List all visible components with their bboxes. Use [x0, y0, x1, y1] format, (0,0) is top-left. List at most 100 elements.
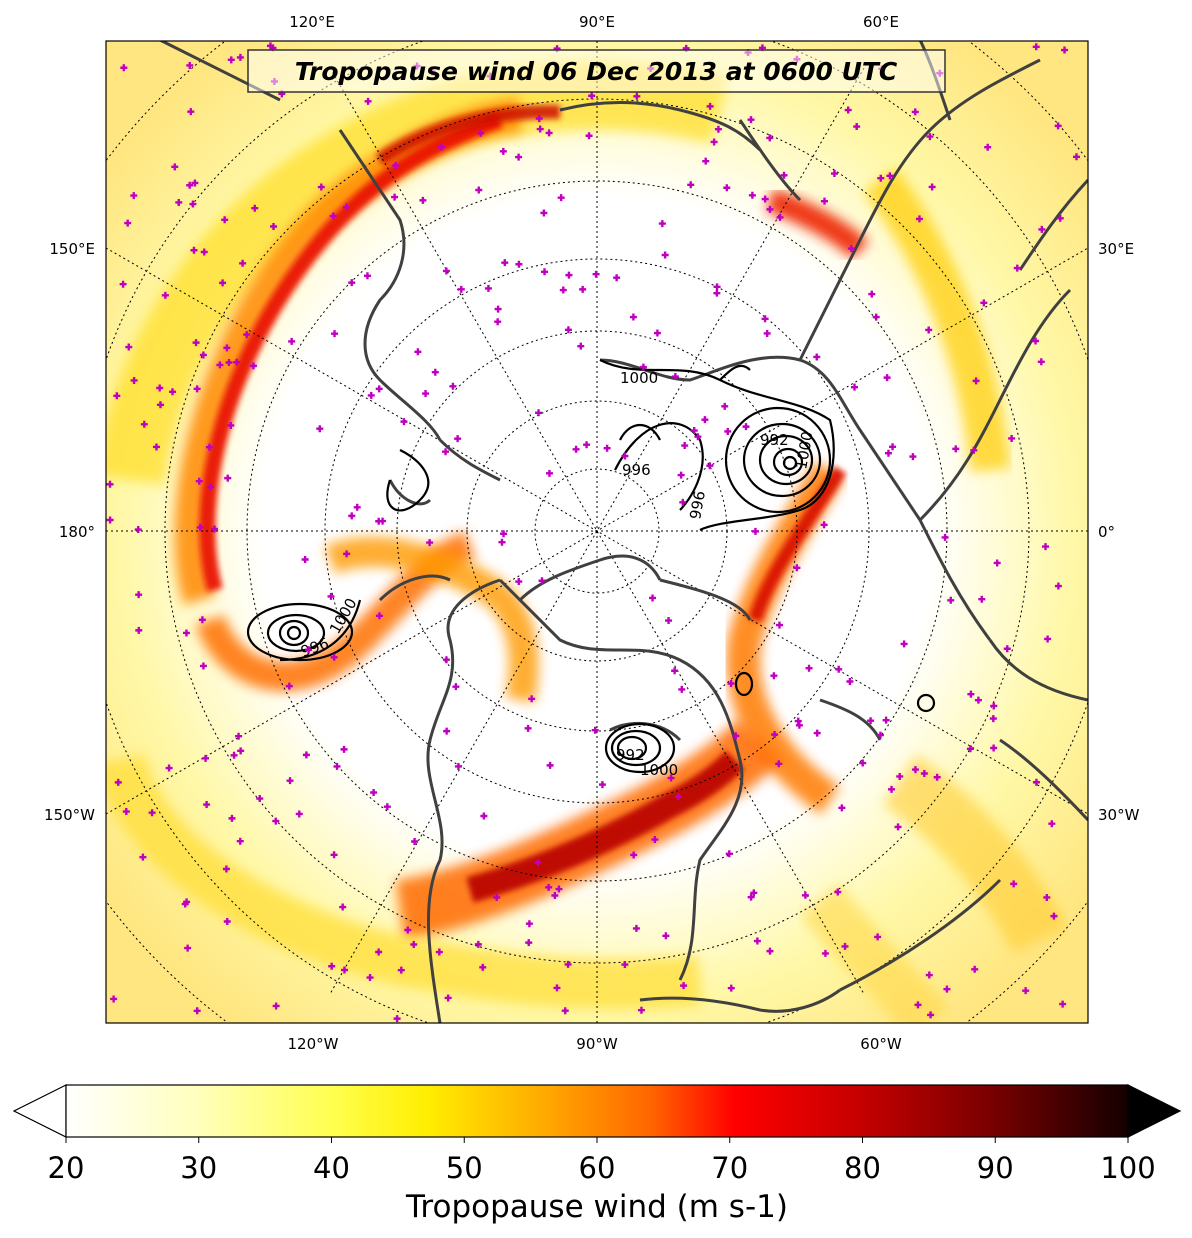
- station-marker: [844, 106, 852, 114]
- station-marker: [422, 390, 430, 398]
- station-marker: [723, 184, 731, 192]
- station-marker: [706, 102, 714, 110]
- station-marker: [661, 251, 669, 259]
- station-marker: [980, 299, 988, 307]
- station-marker: [330, 653, 338, 661]
- contour-label: 992: [616, 746, 645, 764]
- station-marker: [171, 163, 179, 171]
- colorbar-tick-label: 50: [446, 1151, 483, 1185]
- station-marker: [528, 695, 536, 703]
- station-marker: [846, 678, 854, 686]
- station-marker: [706, 462, 714, 470]
- station-marker: [941, 533, 949, 541]
- station-marker: [442, 448, 450, 456]
- station-marker: [763, 329, 771, 337]
- station-marker: [1073, 153, 1080, 161]
- station-marker: [971, 965, 979, 973]
- station-marker: [927, 1011, 935, 1019]
- station-marker: [210, 525, 218, 533]
- station-marker: [853, 123, 861, 131]
- lon-label-top: 120°E: [289, 13, 335, 31]
- station-marker: [175, 198, 183, 206]
- station-marker: [753, 937, 761, 945]
- station-marker: [484, 284, 492, 292]
- station-marker: [639, 363, 647, 371]
- station-marker: [884, 449, 892, 457]
- station-marker: [474, 940, 482, 948]
- station-marker: [222, 865, 230, 873]
- station-marker: [993, 559, 1001, 567]
- station-marker: [649, 594, 657, 602]
- contour-label: 1000: [640, 761, 678, 779]
- station-marker: [1044, 635, 1052, 643]
- station-marker: [393, 1015, 401, 1023]
- station-marker: [1022, 987, 1030, 995]
- station-marker: [457, 285, 465, 293]
- station-marker: [1056, 214, 1064, 222]
- station-marker: [364, 97, 372, 105]
- station-marker: [588, 92, 596, 100]
- station-marker: [475, 186, 483, 194]
- station-marker: [190, 246, 198, 254]
- station-marker: [583, 441, 591, 449]
- lon-label-right: 30°E: [1098, 240, 1134, 258]
- station-marker: [353, 503, 361, 511]
- station-marker: [189, 200, 197, 208]
- station-marker: [515, 578, 523, 586]
- station-marker: [494, 318, 502, 326]
- station-marker: [419, 196, 427, 204]
- station-marker: [680, 982, 688, 990]
- colorbar-tick-label: 20: [48, 1151, 85, 1185]
- station-marker: [327, 592, 335, 600]
- station-marker: [348, 279, 356, 287]
- title-box: Tropopause wind 06 Dec 2013 at 0600 UTC: [247, 49, 946, 93]
- station-marker: [727, 680, 735, 688]
- station-marker: [237, 747, 245, 755]
- station-marker: [540, 209, 548, 217]
- station-marker: [499, 147, 507, 155]
- station-marker: [926, 133, 934, 141]
- station-marker: [970, 446, 978, 454]
- station-marker: [480, 812, 488, 820]
- map-frame: [105, 40, 1089, 1024]
- station-marker: [820, 521, 828, 529]
- colorbar-tick-label: 30: [180, 1151, 217, 1185]
- station-marker: [713, 283, 721, 291]
- station-marker: [868, 290, 876, 298]
- station-marker: [725, 850, 733, 858]
- station-marker: [243, 331, 251, 339]
- station-marker: [444, 994, 452, 1002]
- station-marker: [613, 274, 621, 282]
- station-marker: [553, 984, 561, 992]
- lon-label-bottom: 60°W: [860, 1035, 902, 1053]
- station-marker: [375, 948, 383, 956]
- station-marker: [404, 926, 412, 934]
- station-marker: [219, 279, 227, 287]
- station-marker: [1032, 337, 1040, 345]
- station-marker: [766, 134, 774, 142]
- station-marker: [545, 469, 553, 477]
- station-marker: [1008, 434, 1016, 442]
- station-marker: [199, 662, 207, 670]
- station-marker: [770, 672, 778, 680]
- lon-label-right: 0°: [1098, 523, 1115, 541]
- station-marker: [426, 539, 434, 547]
- lon-label-left: 150°W: [44, 806, 95, 824]
- contour-label: 996: [622, 461, 651, 479]
- station-marker: [168, 388, 176, 396]
- station-marker: [541, 268, 549, 276]
- station-marker: [223, 918, 231, 926]
- station-marker: [140, 420, 148, 428]
- station-marker: [565, 271, 573, 279]
- station-marker: [591, 726, 599, 734]
- station-marker: [859, 759, 867, 767]
- station-marker: [186, 61, 194, 69]
- colorbar-tick-label: 40: [313, 1151, 350, 1185]
- station-marker: [410, 940, 418, 948]
- station-marker: [431, 368, 439, 376]
- station-marker: [974, 696, 982, 704]
- station-marker: [251, 204, 259, 212]
- station-marker: [135, 626, 143, 634]
- station-marker: [230, 751, 238, 759]
- station-marker: [793, 564, 801, 572]
